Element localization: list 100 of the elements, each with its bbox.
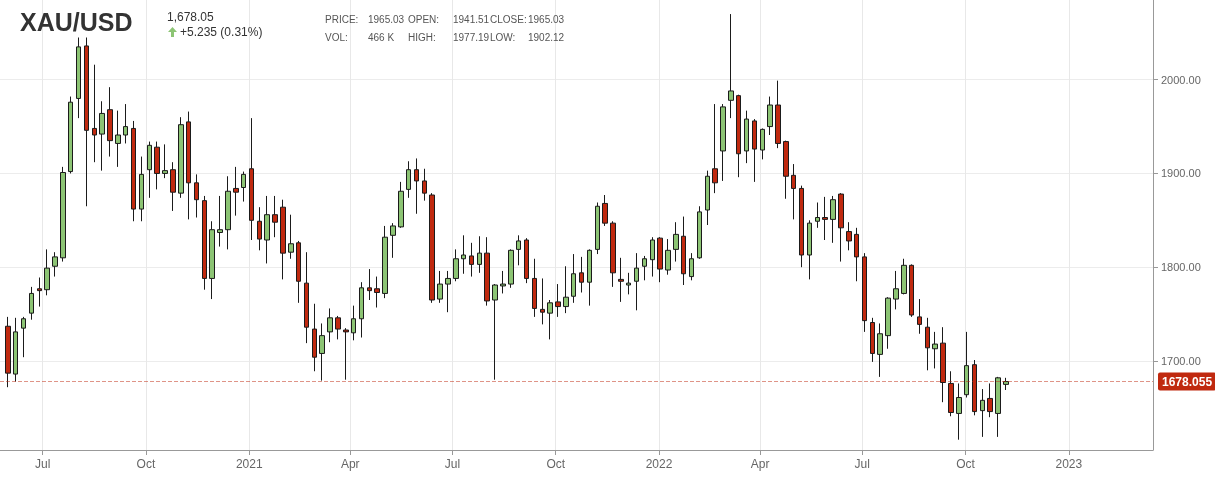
candlestick [720,103,726,182]
annotation: 466 K [368,32,395,43]
candlestick [500,270,506,294]
candlestick [351,305,356,341]
candlestick [893,270,899,310]
candlestick [846,221,852,251]
x-tick-label: Jul [854,457,870,471]
candlestick [312,303,317,372]
candlestick [422,168,427,202]
candlestick [728,13,734,119]
candlestick [587,248,592,307]
candlestick [147,141,152,199]
candlestick [862,252,867,333]
candlestick [783,140,789,200]
candlestick [437,270,443,304]
candlestick [453,248,459,282]
candlestick [917,298,922,335]
candlestick [830,195,836,244]
candlestick [461,234,466,275]
candlestick [429,192,435,304]
candlestick [610,220,616,288]
candlestick [202,195,207,291]
annotation: +5.235 (0.31%) [180,25,263,39]
candlestick [398,181,404,229]
candlestick [854,227,859,282]
candlestick [186,111,191,220]
candlestick [689,252,694,281]
candlestick [665,238,671,276]
candlestick [257,206,262,251]
candlestick [815,202,820,229]
y-tick-label: 1900.00 [1161,167,1201,180]
candlestick [712,103,718,194]
candlestick [524,237,529,284]
annotation: 1902.12 [528,32,565,43]
candlestick [29,286,34,321]
candlestick [13,317,18,383]
candlestick [390,222,396,259]
candlestick [5,316,11,388]
candlestick [516,234,521,266]
annotation: 1965.03 [528,14,565,25]
candlestick [469,242,474,278]
y-tick-label: 1800.00 [1161,261,1201,274]
candlestick [657,236,663,283]
candlestick [99,100,105,172]
candlestick [972,359,977,416]
candlestick [296,240,301,304]
candlestick [901,258,907,295]
candlestick [21,316,26,358]
candlestick [272,195,278,238]
candlestick [123,103,128,144]
candlestick [807,219,812,280]
x-tick-label: Apr [750,457,770,471]
chart-title: XAU/USD [20,8,133,37]
x-tick-label: Oct [136,457,156,471]
candlestick [233,166,239,217]
annotation: 1941.51 [453,14,490,25]
candlestick [92,64,97,163]
annotation: HIGH: [408,32,436,43]
text: 1,678.05 [167,10,214,24]
candlestick [791,163,796,220]
candlestick [838,192,844,263]
x-tick-label: 2021 [235,457,263,471]
candlestick [217,195,223,248]
candlestick [225,175,231,250]
x-tick-label: 2022 [645,457,673,471]
candlestick [602,194,608,227]
x-tick-label: Oct [546,457,566,471]
candlestick [44,248,50,296]
candlestick [131,120,136,222]
candlestick [540,277,545,325]
candlestick [697,205,702,260]
candlestick [52,251,58,278]
candlestick [209,220,215,300]
ref-line-label: 1678.055 [1162,374,1213,389]
candlestick [744,110,749,164]
candlestick [194,173,199,218]
candlestick [445,270,451,313]
candlestick [547,299,553,340]
candlestick [595,202,600,255]
candlestick [618,257,624,303]
candlestick [980,388,985,438]
candlestick [335,315,341,340]
annotation: 1977.19 [453,32,490,43]
y-tick-label: 1700.00 [1161,354,1201,367]
candlestick [948,370,954,417]
candlestick [650,236,655,278]
candlestick [995,376,1001,438]
candlestick [359,281,364,338]
candlestick [673,221,679,263]
candlestick [940,326,946,403]
candlestick [264,195,270,264]
candlestick [877,322,883,378]
candlestick [956,382,962,441]
candlestick [343,327,349,381]
x-tick-label: Jul [34,457,51,471]
candlestick [563,265,569,314]
candlestick [154,141,160,190]
candlestick [822,196,828,241]
candlestick [571,253,576,304]
annotation: CLOSE: [490,14,527,25]
